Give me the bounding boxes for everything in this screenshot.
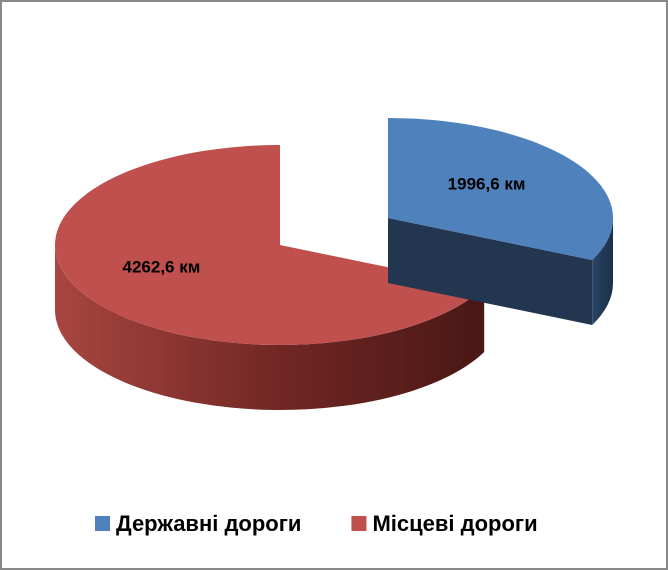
slice-cut-face [388,218,593,326]
legend-swatch [351,516,367,531]
slice [388,118,613,261]
slice-side [54,245,485,411]
legend-label: Місцеві дороги [372,511,537,536]
slice-side [592,218,613,326]
value-label: 1996,6 км [448,174,526,193]
legend-swatch [95,516,110,531]
slice [54,145,485,345]
value-label: 4262,6 км [123,257,201,276]
legend-label: Державні дороги [116,511,301,536]
